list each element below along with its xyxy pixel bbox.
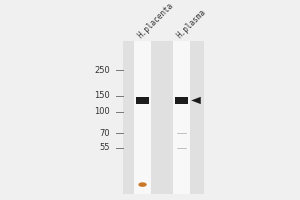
Bar xyxy=(136,97,149,104)
Polygon shape xyxy=(191,97,201,104)
Text: H.plasma: H.plasma xyxy=(175,7,208,40)
Circle shape xyxy=(138,182,147,187)
Bar xyxy=(175,97,188,104)
Bar xyxy=(123,41,204,194)
Text: 150: 150 xyxy=(94,91,110,100)
Text: 100: 100 xyxy=(94,107,110,116)
Text: 250: 250 xyxy=(94,66,110,75)
Bar xyxy=(173,41,190,194)
Text: H.placenta: H.placenta xyxy=(136,1,175,40)
Text: 55: 55 xyxy=(99,143,110,152)
Bar xyxy=(134,41,151,194)
Text: 70: 70 xyxy=(99,129,110,138)
